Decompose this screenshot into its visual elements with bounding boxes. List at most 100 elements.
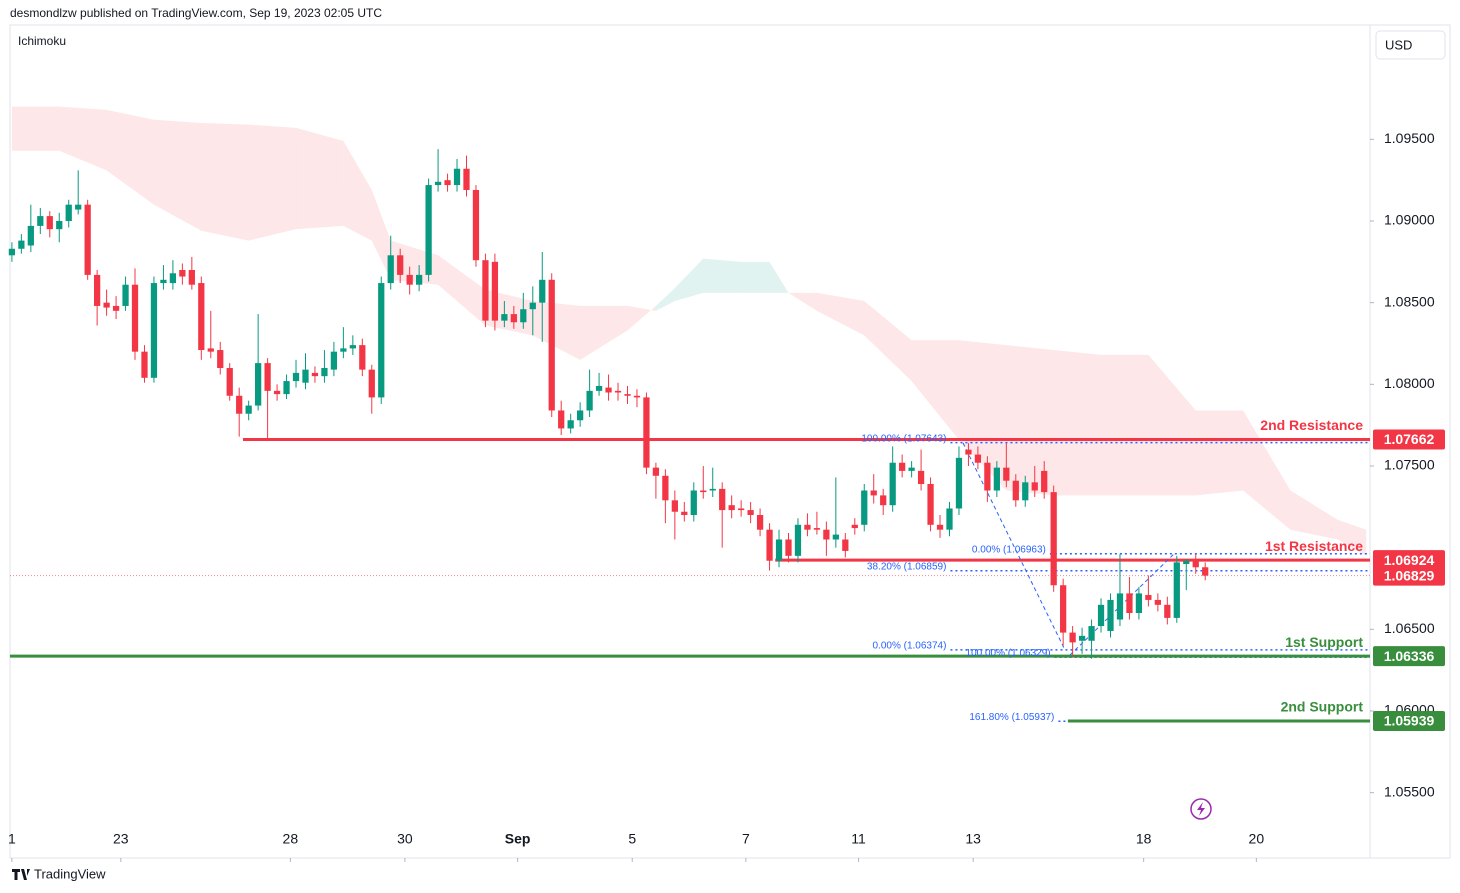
labels-layer: 1.09500 1.09000 1.08500 1.08000 1.07500 1.065… (8, 130, 1445, 862)
candle-body (775, 539, 783, 561)
replay-icon[interactable] (1190, 798, 1212, 820)
cloud-segment (248, 124, 297, 241)
candle-body (75, 204, 82, 210)
cloud-segment (864, 301, 912, 382)
candle-body (1088, 626, 1095, 641)
candle-body (614, 390, 622, 393)
level-value-box (1373, 710, 1445, 731)
fib-label: 161.80% (1.05937) (969, 712, 1054, 723)
candle-body (1031, 482, 1038, 491)
candle-body (586, 390, 593, 411)
candle-body (690, 490, 697, 515)
cloud-segment (958, 340, 1007, 491)
x-tick-label: 1 (8, 831, 16, 847)
candle-body (1003, 467, 1010, 481)
candle-body (917, 470, 925, 484)
x-tick-label: 11 (851, 831, 866, 847)
cloud-segment (371, 189, 391, 280)
candle-body (56, 221, 63, 230)
candle-body (141, 351, 148, 378)
candle-body (264, 363, 271, 391)
cloud-segment (816, 292, 865, 336)
candle-body (520, 309, 527, 323)
candle-body (1041, 470, 1048, 493)
candle-body (472, 189, 480, 261)
candle-body (823, 529, 830, 540)
candle-body (226, 368, 233, 396)
candle-body (813, 528, 821, 530)
candle-body (643, 397, 650, 468)
currency-button[interactable] (1375, 30, 1446, 60)
level-value-box (1373, 646, 1445, 667)
currency-label: USD (1385, 37, 1412, 52)
cloud-segment (532, 301, 581, 360)
candle-body (880, 495, 887, 506)
cloud-segment (788, 292, 817, 311)
candle-body (188, 270, 195, 285)
cloud-segment (911, 340, 959, 440)
candle-body (37, 216, 44, 226)
replay-bolt (1197, 802, 1205, 816)
candle-body (27, 225, 34, 246)
candle-body (955, 457, 963, 509)
candle-body (719, 488, 726, 511)
cloud-segment (1101, 354, 1149, 496)
candle-body (311, 372, 319, 377)
cloud-segment (1148, 354, 1196, 496)
x-tick-label: 23 (113, 831, 129, 847)
candle-body (804, 524, 811, 530)
candle-body (756, 515, 764, 530)
y-tick-label: 1.09000 (1384, 212, 1435, 228)
fib-label: 100.00% (1.07643) (861, 433, 946, 444)
candle-body (302, 369, 309, 383)
candle-body (738, 508, 745, 511)
candle-body (179, 270, 186, 277)
candle-body (1060, 585, 1067, 633)
candle-body (889, 462, 896, 506)
candle-body (397, 255, 404, 275)
x-tick-label: 30 (397, 831, 413, 847)
candle-body (709, 488, 716, 491)
candle-body (103, 302, 110, 308)
indicator-label: Ichimoku (18, 34, 66, 48)
cloud-segment (703, 258, 742, 293)
candle-body (387, 255, 394, 284)
candle-body (434, 181, 442, 186)
header: desmondlzw published on TradingView.com,… (10, 6, 382, 20)
candle-body (700, 490, 707, 493)
candle-body (425, 185, 432, 275)
candle-body (84, 204, 91, 275)
candle-body (899, 462, 906, 471)
candle-body (993, 467, 1000, 491)
candle-body (112, 305, 120, 311)
candle-body (946, 508, 953, 530)
candle-body (160, 279, 167, 284)
candle-body (624, 394, 631, 396)
candle-body (529, 302, 536, 310)
cloud-segment (627, 305, 656, 331)
candle-body (1012, 480, 1019, 501)
x-tick-label: Sep (505, 831, 531, 847)
candle-body (861, 490, 868, 525)
cloud-segment (296, 127, 344, 230)
cloud-segment (438, 255, 486, 326)
candle-body (330, 351, 338, 370)
fib-label: 38.20% (1.06859) (867, 561, 947, 572)
candle-body (965, 449, 972, 455)
candle-body (46, 216, 53, 230)
candle-body (283, 381, 290, 395)
fib-label: 0.00% (1.06963) (972, 544, 1046, 555)
candle-body (984, 462, 991, 491)
brand: TradingView (12, 866, 106, 881)
candle-body (1097, 604, 1105, 627)
candle-body (633, 395, 641, 398)
candle-body (1192, 560, 1199, 568)
x-tick-label: 28 (283, 831, 299, 847)
brand-name: TradingView (34, 866, 106, 881)
candle-body (577, 410, 584, 421)
candle-body (1107, 599, 1114, 631)
candle-body (501, 314, 508, 321)
candle-body (605, 387, 612, 393)
candle-body (870, 490, 877, 496)
candle-body (292, 372, 300, 382)
